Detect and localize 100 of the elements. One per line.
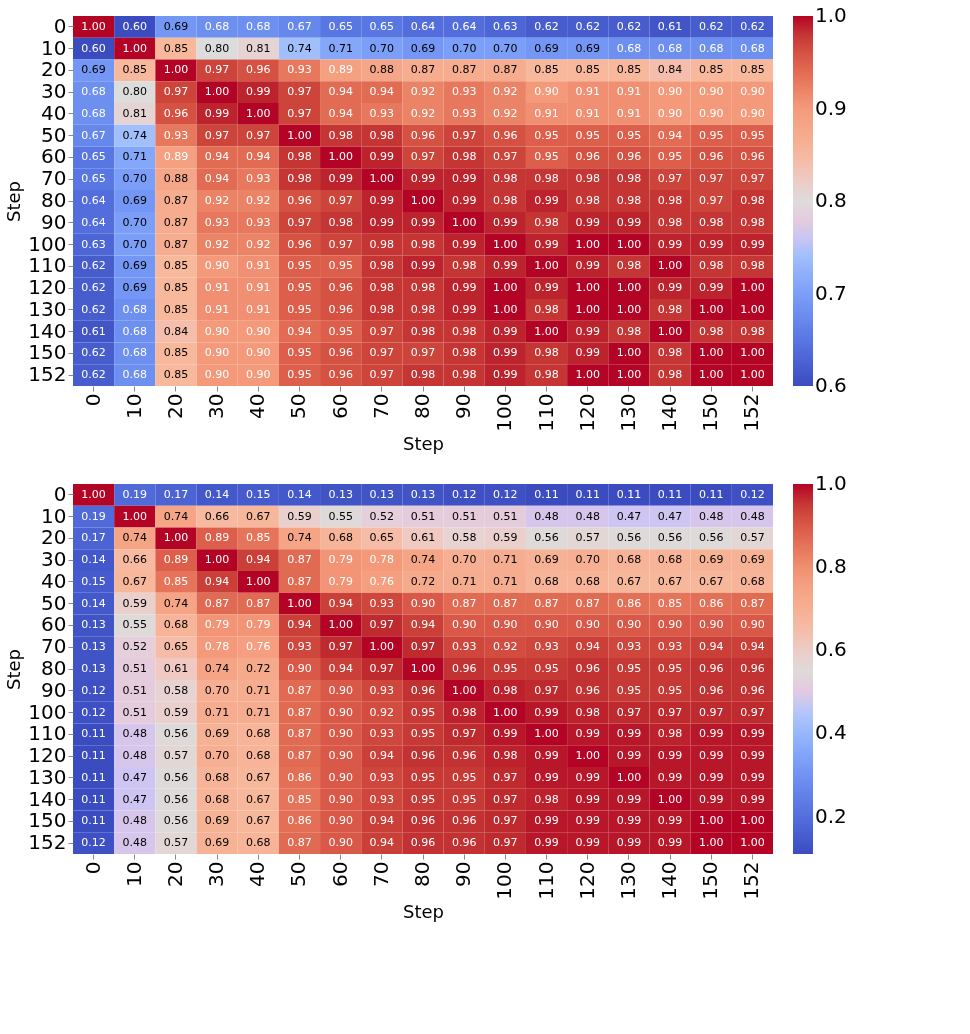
data-label: 0.87: [163, 194, 189, 207]
data-label: 0.99: [575, 814, 600, 828]
data-label: 0.96: [451, 814, 477, 828]
data-label: 0.97: [369, 346, 395, 360]
data-label: 1.00: [740, 814, 765, 828]
data-label: 0.98: [369, 259, 395, 273]
data-label: 0.71: [122, 150, 148, 164]
y-tick-label: 0: [53, 481, 67, 506]
data-label: 0.95: [616, 662, 642, 675]
data-label: 1.00: [740, 281, 765, 295]
data-label: 0.97: [698, 705, 724, 719]
data-label: 0.74: [287, 41, 312, 55]
data-label: 0.79: [246, 618, 271, 632]
x-tick-label: 140: [657, 393, 682, 432]
x-tick-label: 120: [574, 861, 599, 900]
data-label: 0.99: [493, 368, 518, 382]
data-label: 0.99: [493, 259, 518, 273]
data-label: 1.00: [575, 237, 600, 251]
data-label: 1.00: [698, 302, 724, 316]
data-label: 0.94: [657, 128, 683, 142]
data-label: 0.68: [246, 727, 271, 741]
data-label: 0.96: [328, 302, 353, 316]
data-label: 0.99: [698, 770, 724, 784]
data-label: 0.99: [575, 792, 600, 806]
data-label: 0.99: [493, 324, 518, 338]
data-label: 0.87: [287, 574, 312, 588]
data-label: 0.61: [163, 662, 189, 675]
data-label: 0.56: [698, 531, 724, 545]
data-label: 0.90: [657, 85, 683, 99]
data-label: 0.64: [410, 19, 436, 33]
data-label: 0.74: [410, 553, 436, 567]
color-bar-label: 0.4: [815, 720, 847, 745]
data-label: 0.98: [698, 259, 724, 273]
data-label: 0.90: [616, 618, 642, 632]
y-tick-label: 0: [53, 13, 67, 38]
data-label: 1.00: [204, 553, 230, 567]
data-label: 0.87: [575, 596, 600, 610]
data-label: 0.98: [657, 302, 683, 316]
data-label: 0.69: [122, 281, 148, 295]
data-label: 0.87: [493, 596, 518, 610]
data-label: 0.92: [246, 237, 271, 251]
data-label: 0.98: [369, 302, 395, 316]
y-tick-label: 90: [41, 677, 67, 702]
data-label: 0.87: [410, 63, 436, 77]
y-tick-label: 20: [41, 57, 67, 82]
data-label: 0.96: [698, 150, 724, 164]
data-label: 0.90: [451, 618, 477, 632]
data-label: 1.00: [575, 368, 600, 382]
data-label: 0.88: [163, 172, 189, 186]
data-label: 0.94: [246, 553, 271, 567]
data-label: 0.96: [287, 237, 312, 251]
data-label: 0.98: [534, 792, 559, 806]
data-label: 1.00: [122, 41, 148, 55]
data-label: 0.55: [328, 509, 353, 523]
data-label: 0.96: [493, 128, 518, 142]
data-label: 0.90: [204, 259, 230, 273]
data-label: 0.98: [616, 194, 642, 207]
data-label: 0.70: [493, 41, 518, 55]
data-label: 0.93: [369, 683, 395, 697]
data-label: 0.95: [451, 770, 477, 784]
data-label: 0.96: [451, 836, 477, 850]
data-label: 0.90: [328, 727, 353, 741]
data-label: 1.00: [204, 85, 230, 99]
data-label: 1.00: [81, 487, 106, 501]
y-tick-label: 60: [41, 612, 67, 637]
data-label: 0.98: [657, 368, 683, 382]
data-label: 0.65: [369, 531, 395, 545]
data-label: 0.93: [369, 792, 395, 806]
x-tick-label: 50: [286, 861, 311, 887]
data-label: 0.69: [81, 63, 106, 77]
data-label: 0.99: [616, 215, 642, 229]
data-label: 0.90: [493, 618, 518, 632]
data-label: 0.87: [287, 553, 312, 567]
data-label: 0.19: [122, 487, 148, 501]
data-label: 0.91: [204, 281, 230, 295]
data-label: 0.92: [493, 85, 518, 99]
data-label: 0.98: [328, 215, 353, 229]
data-label: 0.85: [534, 63, 559, 77]
data-label: 0.79: [328, 553, 353, 567]
data-label: 0.11: [657, 487, 683, 501]
data-label: 0.90: [204, 368, 230, 382]
data-label: 1.00: [163, 63, 189, 77]
data-label: 0.84: [163, 324, 189, 338]
data-label: 0.98: [616, 172, 642, 186]
data-label: 1.00: [657, 324, 683, 338]
data-label: 0.96: [740, 662, 765, 675]
data-label: 0.99: [657, 749, 683, 763]
data-label: 0.70: [122, 172, 148, 186]
data-label: 0.71: [204, 705, 230, 719]
data-label: 0.92: [410, 106, 436, 120]
data-label: 0.13: [328, 487, 353, 501]
data-label: 0.96: [328, 368, 353, 382]
data-label: 0.47: [616, 509, 642, 523]
data-label: 0.92: [410, 85, 436, 99]
data-label: 0.99: [451, 302, 477, 316]
data-label: 0.99: [534, 194, 559, 207]
data-label: 0.99: [369, 215, 395, 229]
x-tick-label: 80: [410, 861, 434, 887]
y-axis-title: Step: [3, 181, 25, 222]
data-label: 1.00: [616, 237, 642, 251]
